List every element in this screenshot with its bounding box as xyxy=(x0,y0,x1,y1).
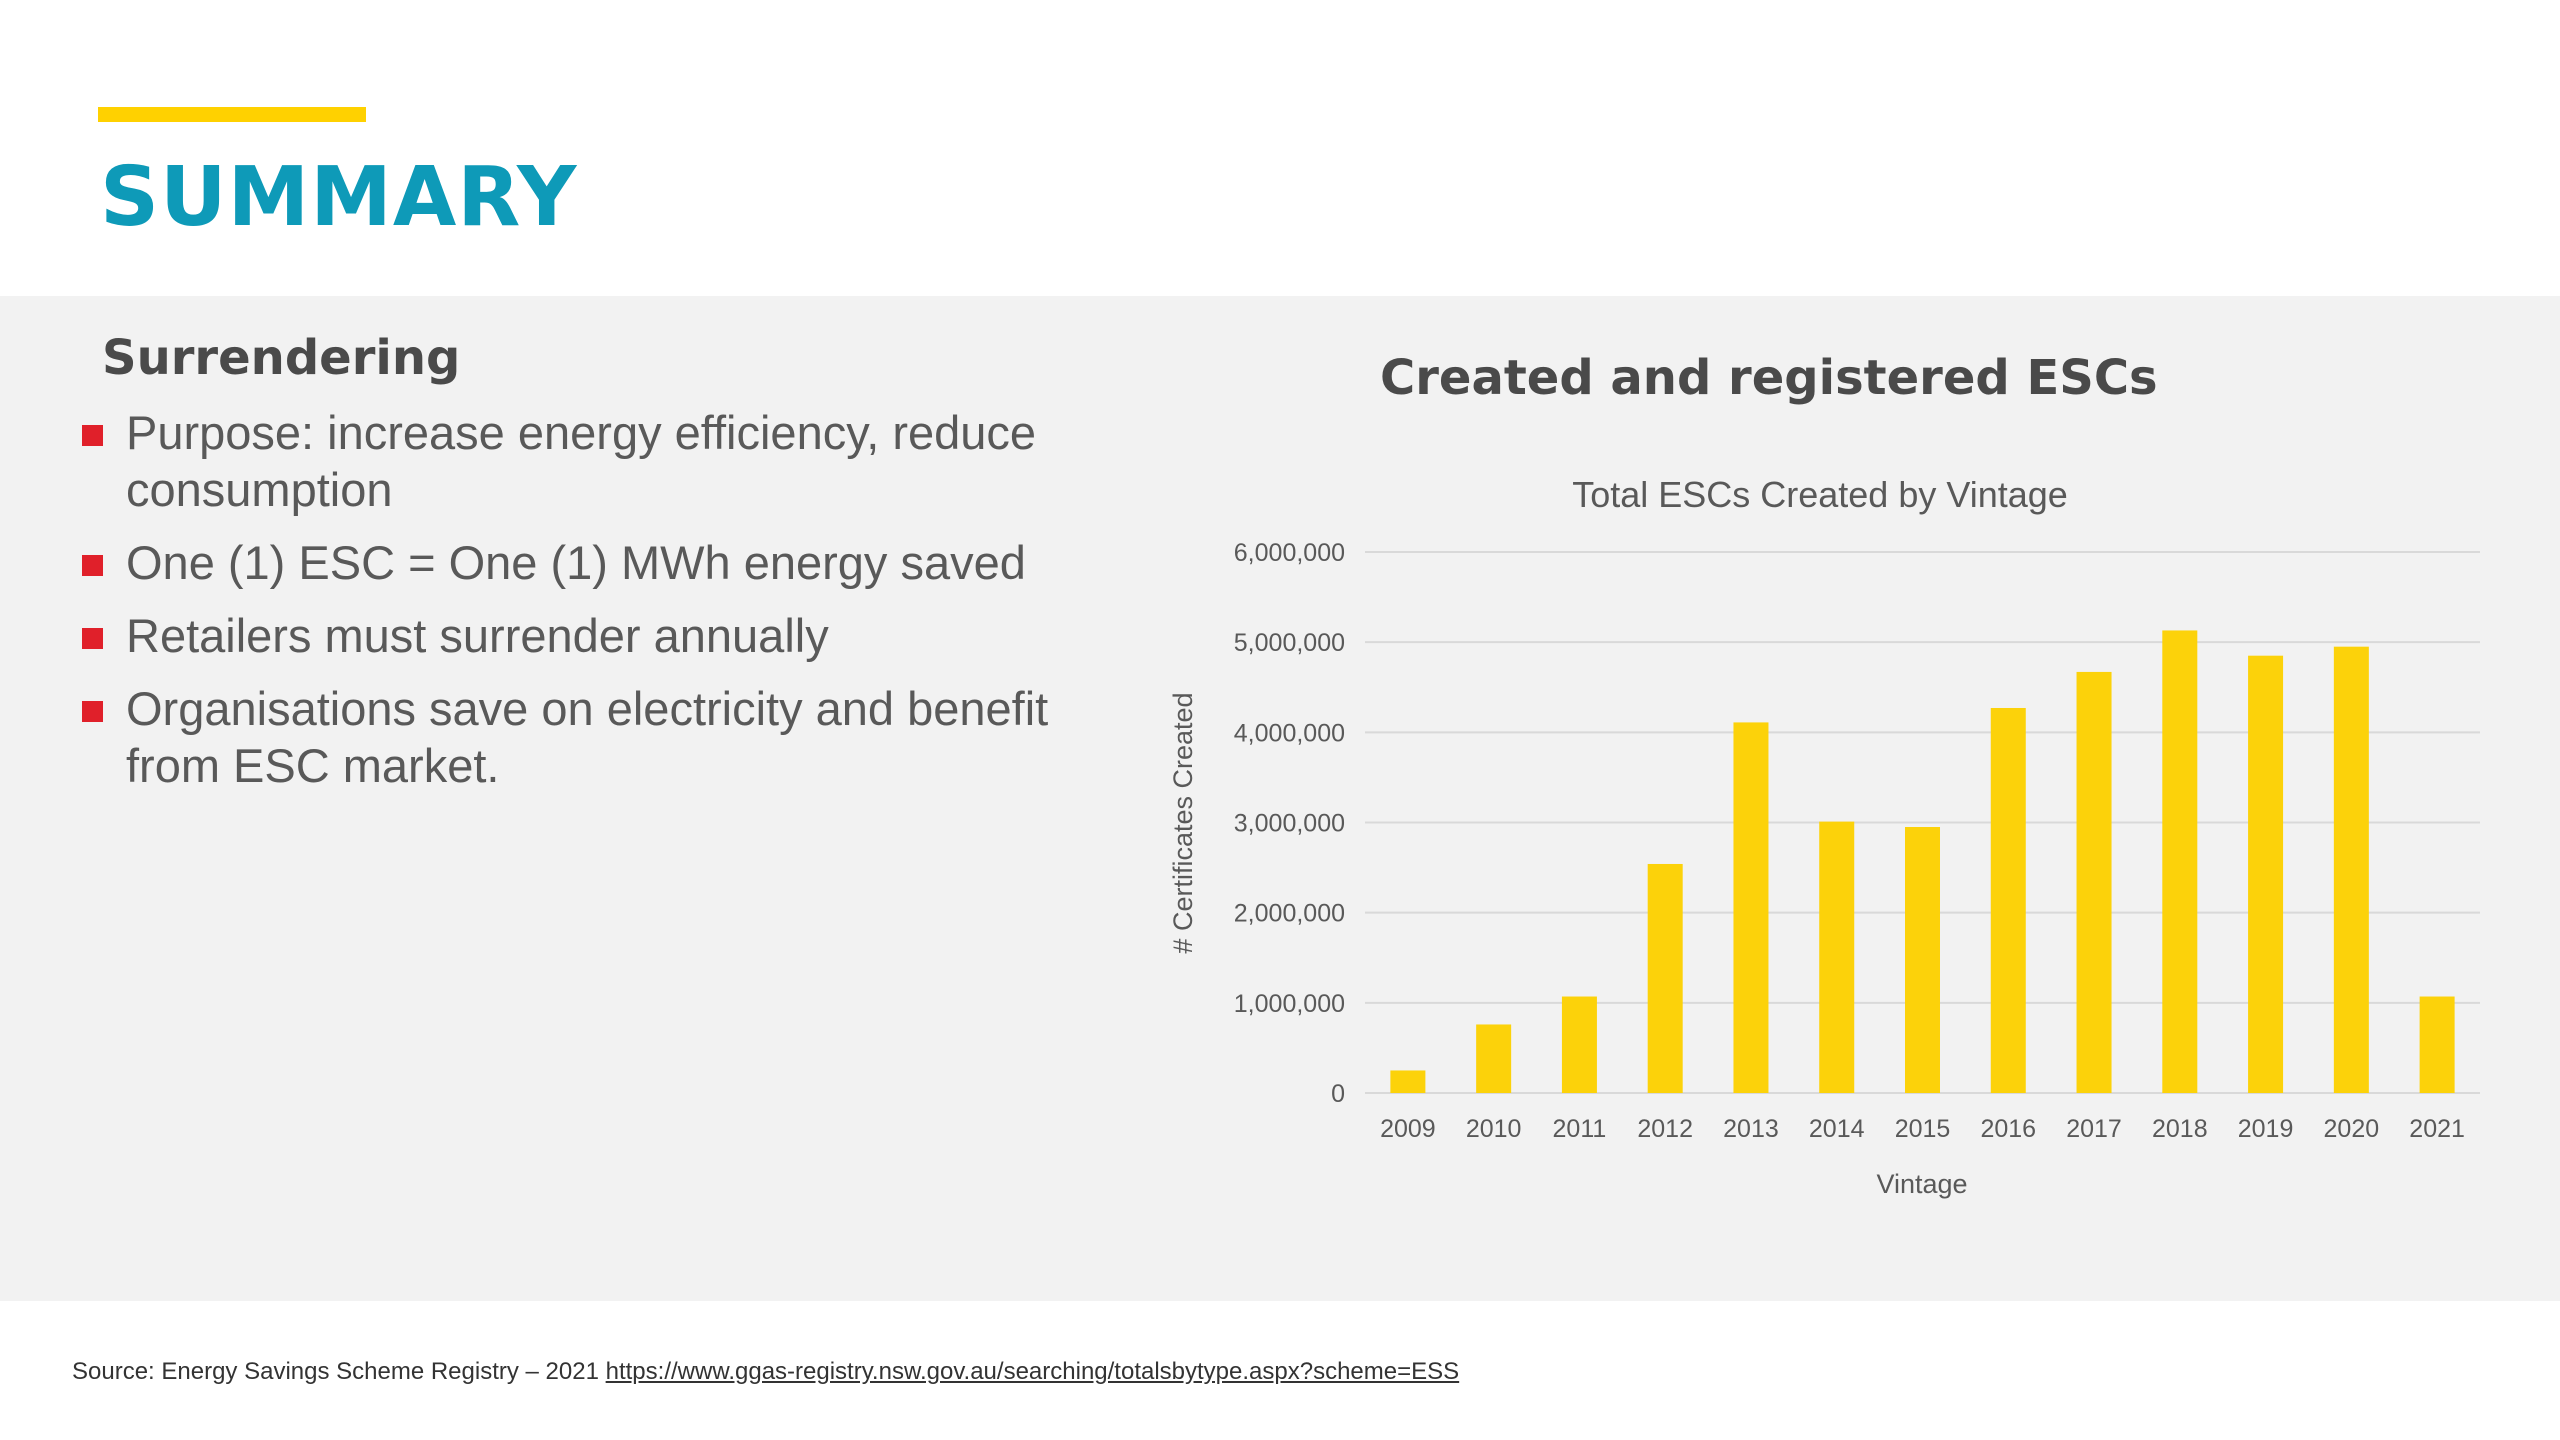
y-axis-label: # Certificates Created xyxy=(1168,692,1198,953)
bullet-item: Purpose: increase energy efficiency, red… xyxy=(80,404,1100,518)
bar-2010 xyxy=(1476,1024,1512,1093)
chart-heading: Created and registered ESCs xyxy=(1380,350,2158,406)
y-axis-ticks: 0 1,000,000 2,000,000 3,000,000 4,000,000 5,0… xyxy=(1234,539,1345,1108)
x-tick-label: 2016 xyxy=(1980,1115,2036,1143)
bar-chart: Total ESCs Created by Vintage 0 1,000,000… xyxy=(1168,474,2480,1199)
bar-2015 xyxy=(1905,827,1940,1093)
y-tick-label: 0 xyxy=(1331,1080,1345,1108)
y-tick-label: 5,000,000 xyxy=(1234,629,1345,657)
bar-2011 xyxy=(1561,996,1597,1093)
bars xyxy=(1390,630,2455,1093)
content-band xyxy=(0,296,2560,1301)
bullet-text: Purpose: increase energy efficiency, red… xyxy=(126,406,1037,516)
bar-2018 xyxy=(2162,630,2198,1093)
square-bullet-icon xyxy=(82,628,103,649)
bullet-item: Organisations save on electricity and be… xyxy=(80,680,1100,794)
bullet-item: Retailers must surrender annually xyxy=(80,607,1100,664)
bar-2020 xyxy=(2333,646,2369,1093)
bar-2012 xyxy=(1647,863,1683,1093)
bar-2017 xyxy=(2076,671,2112,1093)
bar-2013 xyxy=(1733,722,1769,1093)
x-axis-label: Vintage xyxy=(1876,1169,1967,1199)
x-tick-label: 2009 xyxy=(1380,1115,1436,1143)
x-tick-label: 2020 xyxy=(2324,1115,2380,1143)
x-tick-label: 2013 xyxy=(1723,1115,1779,1143)
x-tick-label: 2011 xyxy=(1553,1115,1607,1143)
source-footnote: Source: Energy Savings Scheme Registry –… xyxy=(72,1358,1459,1386)
bar-2014 xyxy=(1819,821,1855,1093)
y-tick-label: 4,000,000 xyxy=(1234,719,1345,747)
bar-2009 xyxy=(1390,1070,1426,1093)
bar-2019 xyxy=(2248,655,2284,1093)
x-tick-label: 2021 xyxy=(2409,1115,2465,1143)
bar-2021 xyxy=(2419,996,2455,1093)
x-tick-label: 2017 xyxy=(2066,1115,2122,1143)
square-bullet-icon xyxy=(82,701,103,722)
bullet-text: Organisations save on electricity and be… xyxy=(126,682,1049,792)
x-tick-label: 2014 xyxy=(1809,1115,1865,1143)
section-heading: Surrendering xyxy=(102,330,461,386)
source-text: Source: Energy Savings Scheme Registry –… xyxy=(72,1358,599,1385)
x-tick-label: 2018 xyxy=(2152,1115,2208,1143)
x-tick-label: 2019 xyxy=(2238,1115,2294,1143)
chart-title: Total ESCs Created by Vintage xyxy=(1572,474,2068,515)
square-bullet-icon xyxy=(82,425,103,446)
bullet-list: Purpose: increase energy efficiency, red… xyxy=(80,404,1100,810)
y-tick-label: 2,000,000 xyxy=(1234,900,1345,928)
bar-2016 xyxy=(1990,707,2026,1093)
bullet-text: One (1) ESC = One (1) MWh energy saved xyxy=(126,536,1026,589)
source-link[interactable]: https://www.ggas-registry.nsw.gov.au/sea… xyxy=(605,1358,1460,1385)
x-axis-ticks: 2009 2010 2011 2012 2013 2014 2015 2016 2017 2018… xyxy=(1380,1115,2465,1143)
bullet-text: Retailers must surrender annually xyxy=(126,609,829,662)
bullet-item: One (1) ESC = One (1) MWh energy saved xyxy=(80,534,1100,591)
square-bullet-icon xyxy=(82,555,103,576)
title-accent-bar xyxy=(98,107,366,122)
y-tick-label: 1,000,000 xyxy=(1234,990,1345,1018)
page-title: SUMMARY xyxy=(100,150,578,245)
y-tick-label: 6,000,000 xyxy=(1234,539,1345,567)
y-tick-label: 3,000,000 xyxy=(1234,810,1345,838)
x-tick-label: 2015 xyxy=(1895,1115,1951,1143)
x-tick-label: 2010 xyxy=(1466,1115,1522,1143)
x-tick-label: 2012 xyxy=(1637,1115,1693,1143)
